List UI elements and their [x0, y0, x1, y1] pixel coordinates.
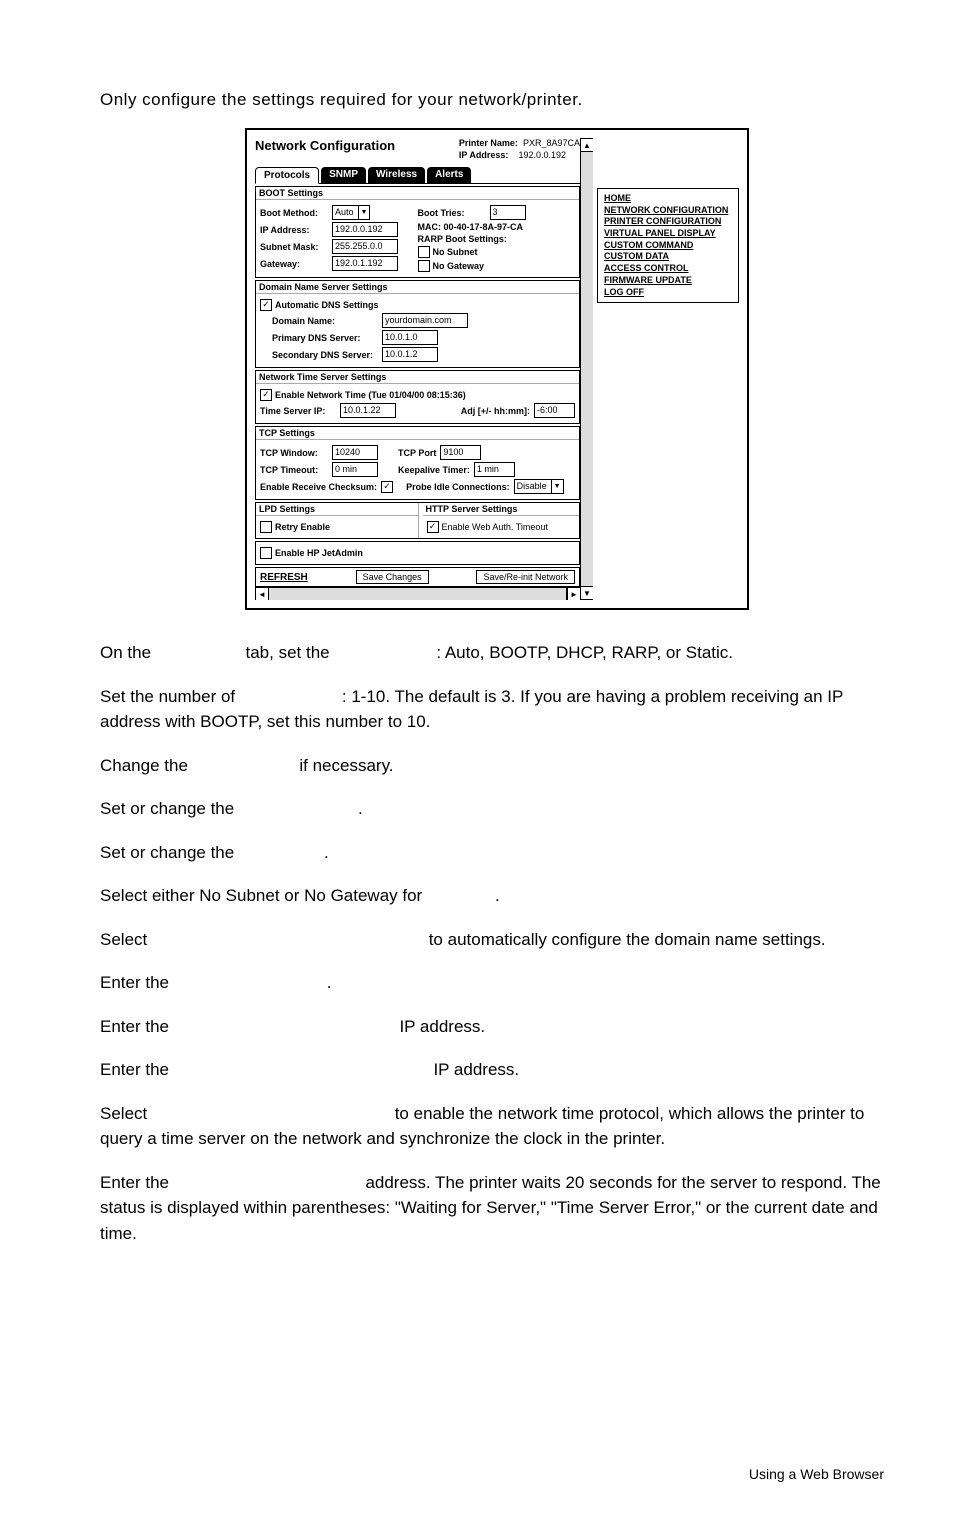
tcp-port-label: TCP Port [398, 448, 436, 458]
secondary-dns-input[interactable]: 10.0.1.2 [382, 347, 438, 362]
tab-protocols[interactable]: Protocols [255, 167, 319, 184]
scroll-down-icon[interactable]: ▼ [581, 586, 593, 600]
tab-snmp[interactable]: SNMP [321, 167, 366, 183]
nav-home[interactable]: HOME [604, 193, 732, 205]
tcp-timeout-label: TCP Timeout: [260, 465, 332, 475]
nosubnet-label: No Subnet [433, 247, 478, 257]
nts-header: Network Time Server Settings [256, 371, 579, 384]
gateway-input[interactable]: 192.0.1.192 [332, 256, 398, 271]
h-scrollbar[interactable]: ◄ ► [255, 587, 580, 600]
primary-dns-input[interactable]: 10.0.1.0 [382, 330, 438, 345]
boot-method-label: Boot Method: [260, 208, 332, 218]
reinit-button[interactable]: Save/Re-init Network [476, 570, 575, 584]
scroll-left-icon[interactable]: ◄ [255, 588, 268, 600]
chevron-down-icon: ▼ [358, 206, 368, 219]
nav-prncfg[interactable]: PRINTER CONFIGURATION [604, 216, 732, 228]
scroll-up-icon[interactable]: ▲ [581, 138, 593, 152]
intro-text: Only configure the settings required for… [100, 90, 894, 110]
boot-header: BOOT Settings [256, 187, 579, 200]
body-content: On the tab, set the : Auto, BOOTP, DHCP,… [100, 640, 894, 1246]
scroll-right-icon[interactable]: ► [567, 588, 580, 600]
nav-netcfg[interactable]: NETWORK CONFIGURATION [604, 205, 732, 217]
probe-label: Probe Idle Connections: [406, 482, 510, 492]
nav-fw[interactable]: FIRMWARE UPDATE [604, 275, 732, 287]
nav-box: HOME NETWORK CONFIGURATION PRINTER CONFI… [597, 188, 739, 303]
tabs: Protocols SNMP Wireless Alerts [255, 167, 580, 184]
hp-label: Enable HP JetAdmin [275, 548, 363, 558]
nosubnet-checkbox[interactable] [418, 246, 430, 258]
tries-input[interactable]: 3 [490, 205, 526, 220]
secondary-dns-label: Secondary DNS Server: [272, 350, 382, 360]
webauth-checkbox[interactable]: ✓ [427, 521, 439, 533]
tcp-window-input[interactable]: 10240 [332, 445, 378, 460]
tries-label: Boot Tries: [418, 208, 490, 218]
retry-label: Retry Enable [275, 522, 330, 532]
subnet-label: Subnet Mask: [260, 242, 332, 252]
lpd-header: LPD Settings [256, 503, 418, 516]
auto-dns-label: Automatic DNS Settings [275, 300, 379, 310]
nav-ccmd[interactable]: CUSTOM COMMAND [604, 240, 732, 252]
adj-label: Adj [+/- hh:mm]: [461, 406, 530, 416]
enable-nt-checkbox[interactable]: ✓ [260, 389, 272, 401]
rarp-label: RARP Boot Settings: [418, 234, 507, 244]
nogateway-checkbox[interactable] [418, 260, 430, 272]
tcp-header: TCP Settings [256, 427, 579, 440]
nogateway-label: No Gateway [433, 261, 485, 271]
primary-dns-label: Primary DNS Server: [272, 333, 382, 343]
ip-label: IP Address: [260, 225, 332, 235]
subnet-input[interactable]: 255.255.0.0 [332, 239, 398, 254]
auto-dns-checkbox[interactable]: ✓ [260, 299, 272, 311]
adj-input[interactable]: -6:00 [534, 403, 575, 418]
chevron-down-icon: ▼ [551, 480, 561, 493]
probe-select[interactable]: Disable▼ [514, 479, 564, 494]
checksum-checkbox[interactable]: ✓ [381, 481, 393, 493]
mac-label: MAC: 00-40-17-8A-97-CA [418, 222, 524, 232]
keepalive-label: Keepalive Timer: [398, 465, 470, 475]
domain-input[interactable]: yourdomain.com [382, 313, 468, 328]
http-header: HTTP Server Settings [423, 503, 580, 516]
tsip-label: Time Server IP: [260, 406, 340, 416]
refresh-link[interactable]: REFRESH [260, 572, 308, 583]
webauth-label: Enable Web Auth. Timeout [442, 522, 548, 532]
footer-text: Using a Web Browser [100, 1466, 894, 1482]
printer-info: Printer Name: PXR_8A97CA IP Address: 192… [459, 138, 580, 161]
save-button[interactable]: Save Changes [356, 570, 429, 584]
nav-vpd[interactable]: VIRTUAL PANEL DISPLAY [604, 228, 732, 240]
keepalive-input[interactable]: 1 min [474, 462, 515, 477]
nav-logoff[interactable]: LOG OFF [604, 287, 732, 299]
hp-checkbox[interactable] [260, 547, 272, 559]
v-scrollbar[interactable]: ▲ ▼ [580, 138, 593, 600]
checksum-label: Enable Receive Checksum: [260, 482, 377, 492]
boot-method-select[interactable]: Auto▼ [332, 205, 370, 220]
panel-title: Network Configuration [255, 138, 395, 153]
tab-alerts[interactable]: Alerts [427, 167, 471, 183]
tcp-window-label: TCP Window: [260, 448, 332, 458]
tcp-port-input[interactable]: 9100 [440, 445, 481, 460]
tcp-timeout-input[interactable]: 0 min [332, 462, 378, 477]
tsip-input[interactable]: 10.0.1.22 [340, 403, 396, 418]
gateway-label: Gateway: [260, 259, 332, 269]
nav-cdata[interactable]: CUSTOM DATA [604, 251, 732, 263]
dns-header: Domain Name Server Settings [256, 281, 579, 294]
enable-nt-label: Enable Network Time (Tue 01/04/00 08:15:… [275, 390, 466, 400]
tab-wireless[interactable]: Wireless [368, 167, 425, 183]
domain-label: Domain Name: [272, 316, 382, 326]
screenshot: Network Configuration Printer Name: PXR_… [245, 128, 749, 610]
ip-input[interactable]: 192.0.0.192 [332, 222, 398, 237]
nav-access[interactable]: ACCESS CONTROL [604, 263, 732, 275]
retry-checkbox[interactable] [260, 521, 272, 533]
